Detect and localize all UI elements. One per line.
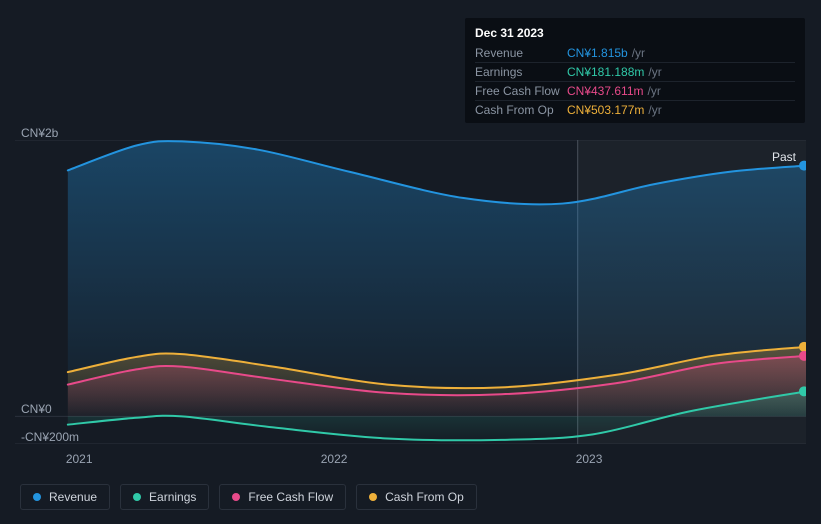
tooltip-row-label: Cash From Op: [475, 103, 567, 117]
x-axis-label: 2022: [321, 452, 348, 466]
legend-swatch-icon: [232, 493, 240, 501]
legend: Revenue Earnings Free Cash Flow Cash From O…: [20, 484, 477, 510]
legend-swatch-icon: [33, 493, 41, 501]
tooltip-row-value: CN¥181.188m: [567, 65, 644, 79]
legend-item-revenue[interactable]: Revenue: [20, 484, 110, 510]
legend-swatch-icon: [369, 493, 377, 501]
y-axis-label: CN¥2b: [21, 126, 58, 140]
legend-item-cash_from_op[interactable]: Cash From Op: [356, 484, 477, 510]
chart-container: Dec 31 2023 RevenueCN¥1.815b/yrEarningsC…: [0, 0, 821, 524]
legend-swatch-icon: [133, 493, 141, 501]
legend-label: Free Cash Flow: [248, 490, 333, 504]
x-axis-label: 2021: [66, 452, 93, 466]
legend-label: Earnings: [149, 490, 196, 504]
tooltip-row: EarningsCN¥181.188m/yr: [475, 63, 795, 82]
legend-label: Cash From Op: [385, 490, 464, 504]
y-axis-label: -CN¥200m: [21, 430, 79, 444]
x-axis-label: 2023: [576, 452, 603, 466]
chart-svg: [15, 140, 806, 444]
tooltip-box: Dec 31 2023 RevenueCN¥1.815b/yrEarningsC…: [465, 18, 805, 123]
tooltip-row-value: CN¥1.815b: [567, 46, 628, 60]
tooltip-row-label: Revenue: [475, 46, 567, 60]
tooltip-row-unit: /yr: [632, 46, 645, 60]
legend-item-earnings[interactable]: Earnings: [120, 484, 209, 510]
tooltip-row-unit: /yr: [648, 103, 661, 117]
tooltip-row-value: CN¥503.177m: [567, 103, 644, 117]
tooltip-row-label: Free Cash Flow: [475, 84, 567, 98]
tooltip-row: Free Cash FlowCN¥437.611m/yr: [475, 82, 795, 101]
tooltip-row-label: Earnings: [475, 65, 567, 79]
tooltip-row: RevenueCN¥1.815b/yr: [475, 44, 795, 63]
tooltip-row: Cash From OpCN¥503.177m/yr: [475, 101, 795, 119]
past-label: Past: [772, 150, 796, 164]
tooltip-date: Dec 31 2023: [475, 26, 795, 44]
chart-area: Past CN¥2b CN¥0 -CN¥200m 2021 2022 2023: [15, 120, 806, 470]
y-axis-label: CN¥0: [21, 402, 52, 416]
tooltip-row-unit: /yr: [648, 84, 661, 98]
tooltip-row-value: CN¥437.611m: [567, 84, 644, 98]
legend-item-free_cash_flow[interactable]: Free Cash Flow: [219, 484, 346, 510]
tooltip-row-unit: /yr: [648, 65, 661, 79]
legend-label: Revenue: [49, 490, 97, 504]
